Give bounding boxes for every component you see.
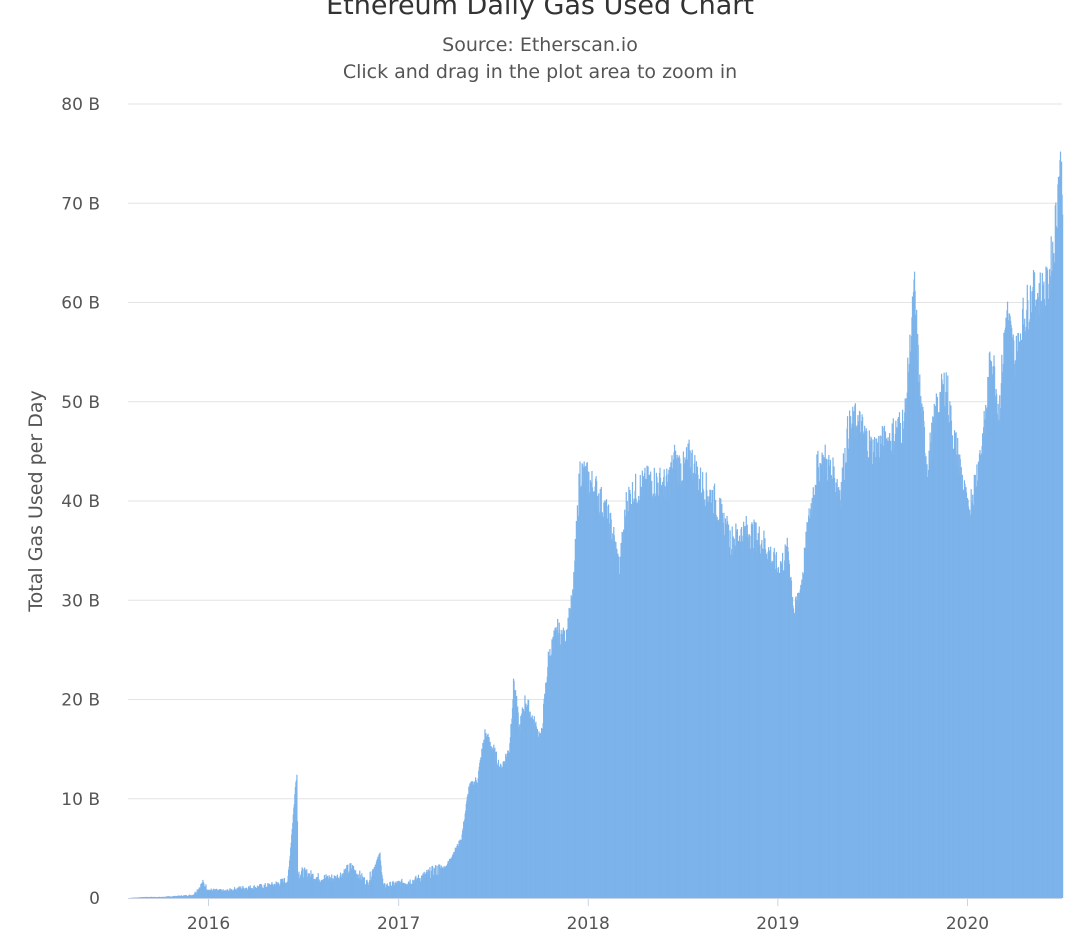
y-tick-label: 70 B xyxy=(61,194,100,214)
x-axis: 2016 2017 2018 2019 2020 xyxy=(128,898,1062,930)
y-tick-label: 20 B xyxy=(61,691,100,711)
x-tick-label: 2018 xyxy=(567,914,610,930)
x-tick-label: 2016 xyxy=(187,914,230,930)
x-tick-label: 2017 xyxy=(377,914,420,930)
y-tick-label: 50 B xyxy=(61,393,100,413)
y-tick-label: 60 B xyxy=(61,294,100,314)
y-tick-label: 80 B xyxy=(61,95,100,115)
x-tick-label: 2020 xyxy=(946,914,989,930)
y-tick-label: 10 B xyxy=(61,790,100,810)
chart-subtitle: Source: Etherscan.io xyxy=(442,34,638,56)
y-tick-label: 0 xyxy=(89,889,100,909)
bar[interactable] xyxy=(296,821,299,898)
chart-title: Ethereum Daily Gas Used Chart xyxy=(326,0,754,21)
plot-area[interactable] xyxy=(130,151,1064,899)
y-tick-label: 40 B xyxy=(61,492,100,512)
zoom-hint: Click and drag in the plot area to zoom … xyxy=(343,61,737,83)
x-tick-label: 2019 xyxy=(756,914,799,930)
y-axis-ticks: 0 10 B 20 B 30 B 40 B 50 B 60 B 70 B 80 B xyxy=(61,95,100,909)
y-axis-title: Total Gas Used per Day xyxy=(25,390,47,612)
bar[interactable] xyxy=(1062,214,1064,898)
y-tick-label: 30 B xyxy=(61,591,100,611)
